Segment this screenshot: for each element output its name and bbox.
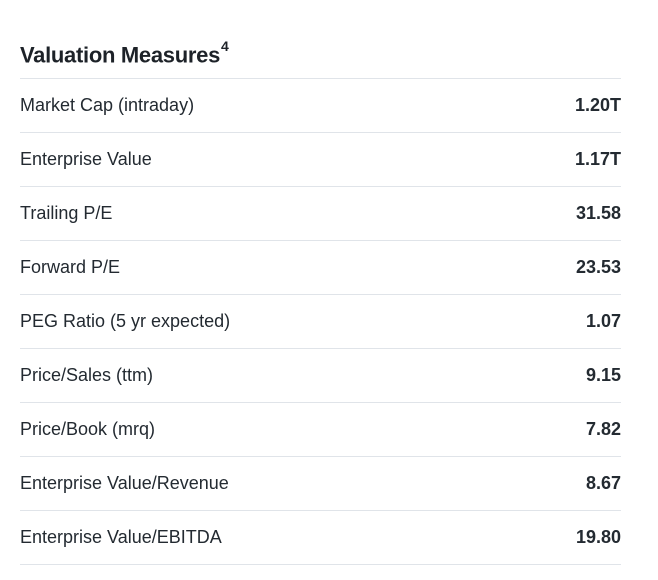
table-row-market-cap: Market Cap (intraday) 1.20T bbox=[20, 79, 621, 133]
valuation-table: Market Cap (intraday) 1.20T Enterprise V… bbox=[20, 78, 621, 565]
table-row-price-book: Price/Book (mrq) 7.82 bbox=[20, 403, 621, 457]
footnote-marker[interactable]: 4 bbox=[221, 38, 229, 54]
row-label: Price/Book (mrq) bbox=[20, 419, 156, 439]
section-title: Valuation Measures4 bbox=[20, 0, 621, 78]
table-row-price-sales: Price/Sales (ttm) 9.15 bbox=[20, 349, 621, 403]
row-value: 31.58 bbox=[575, 203, 621, 223]
row-value: 19.80 bbox=[575, 527, 621, 547]
table-row-forward-pe: Forward P/E 23.53 bbox=[20, 241, 621, 295]
row-label: Price/Sales (ttm) bbox=[20, 365, 154, 385]
row-label: Market Cap (intraday) bbox=[20, 95, 195, 115]
row-label: Trailing P/E bbox=[20, 203, 113, 223]
row-label: Enterprise Value bbox=[20, 149, 152, 169]
row-label: Forward P/E bbox=[20, 257, 121, 277]
table-row-trailing-pe: Trailing P/E 31.58 bbox=[20, 187, 621, 241]
row-value: 1.07 bbox=[585, 311, 621, 331]
row-label: Enterprise Value/EBITDA bbox=[20, 527, 222, 547]
table-row-enterprise-value: Enterprise Value 1.17T bbox=[20, 133, 621, 187]
row-value: 1.17T bbox=[574, 149, 621, 169]
row-value: 1.20T bbox=[574, 95, 621, 115]
valuation-measures-panel: Valuation Measures4 Market Cap (intraday… bbox=[20, 0, 621, 565]
table-row-ev-ebitda: Enterprise Value/EBITDA 19.80 bbox=[20, 511, 621, 565]
row-label: PEG Ratio (5 yr expected) bbox=[20, 311, 231, 331]
row-value: 9.15 bbox=[585, 365, 621, 385]
row-value: 23.53 bbox=[575, 257, 621, 277]
row-value: 7.82 bbox=[585, 419, 621, 439]
table-row-ev-revenue: Enterprise Value/Revenue 8.67 bbox=[20, 457, 621, 511]
row-label: Enterprise Value/Revenue bbox=[20, 473, 229, 493]
section-title-text: Valuation Measures bbox=[20, 42, 221, 68]
table-row-peg-ratio: PEG Ratio (5 yr expected) 1.07 bbox=[20, 295, 621, 349]
row-value: 8.67 bbox=[585, 473, 621, 493]
